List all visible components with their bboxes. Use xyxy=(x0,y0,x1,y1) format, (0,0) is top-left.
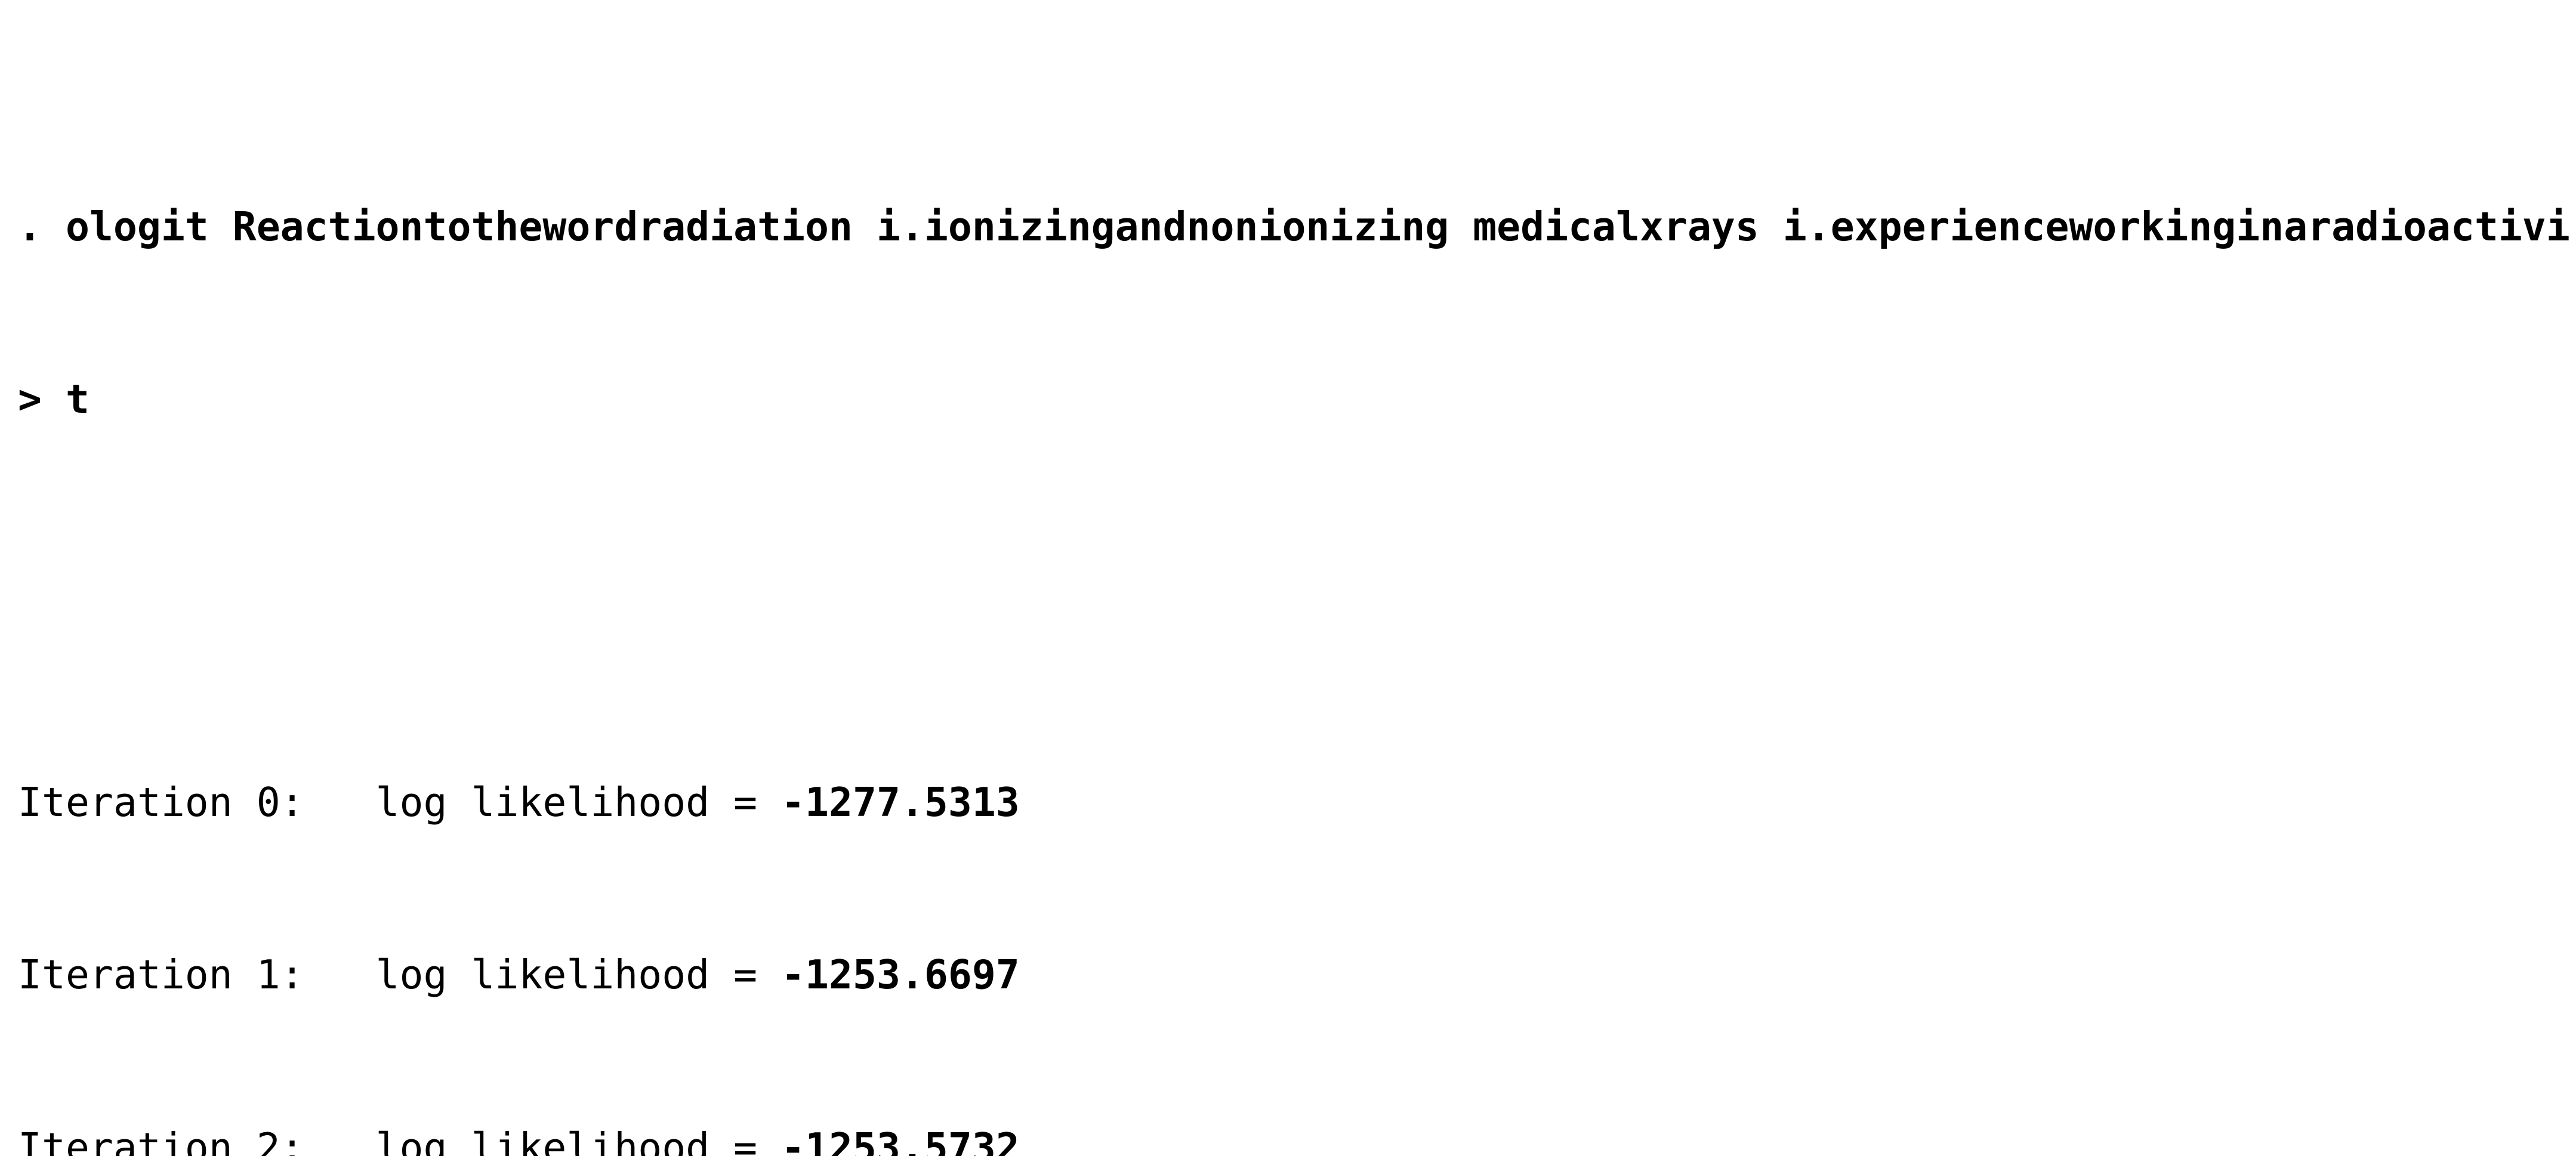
iteration-value: -1253.5732 xyxy=(781,1124,1020,1156)
iteration-value: -1277.5313 xyxy=(781,778,1020,826)
iteration-label: Iteration 0: log likelihood = xyxy=(18,778,782,826)
iteration-line-2: Iteration 2: log likelihood = -1253.5732 xyxy=(18,1119,2576,1156)
command-continuation-line: > t xyxy=(18,376,90,422)
iteration-line-1: Iteration 1: log likelihood = -1253.6697 xyxy=(18,946,2576,1004)
command-line: . ologit Reactiontothewordradiation i.io… xyxy=(18,203,2570,250)
iteration-label: Iteration 1: log likelihood = xyxy=(18,951,782,998)
iteration-value: -1253.6697 xyxy=(781,951,1020,998)
iteration-label: Iteration 2: log likelihood = xyxy=(18,1124,782,1156)
iteration-line-0: Iteration 0: log likelihood = -1277.5313 xyxy=(18,774,2576,832)
blank-line xyxy=(18,543,2576,601)
